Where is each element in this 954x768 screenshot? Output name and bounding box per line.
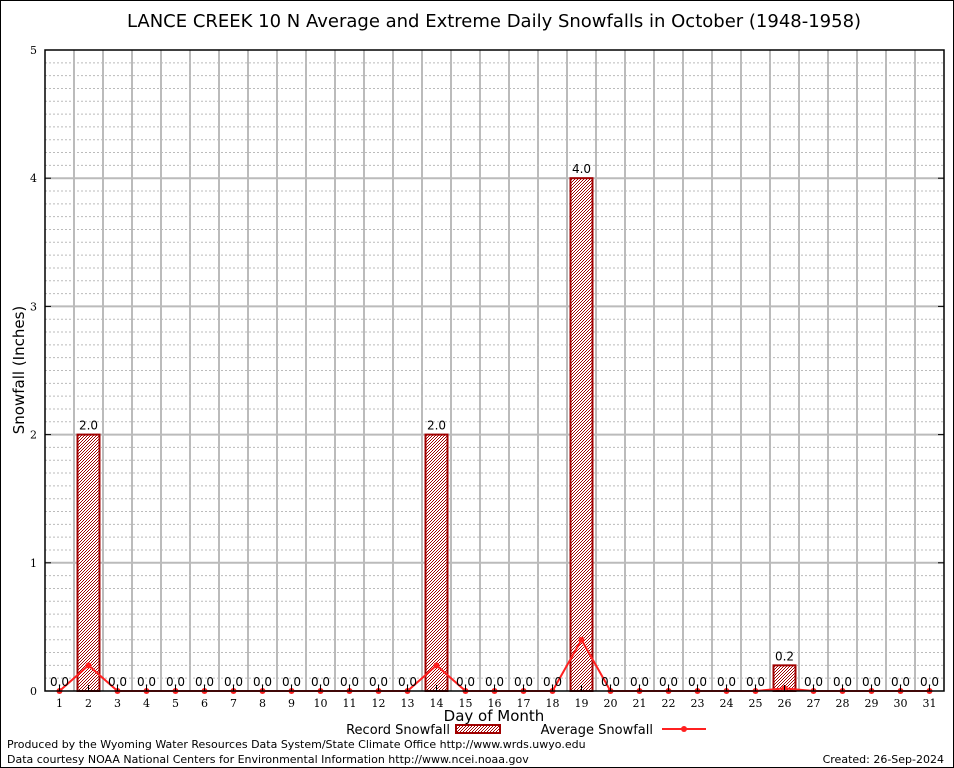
- x-tick-label: 19: [575, 697, 589, 710]
- bar-value-label: 0.0: [688, 675, 707, 689]
- x-tick-label: 6: [201, 697, 208, 710]
- bar-value-label: 4.0: [572, 162, 591, 176]
- x-tick-label: 24: [720, 697, 734, 710]
- x-tick-label: 15: [459, 697, 473, 710]
- x-tick-label: 3: [114, 697, 121, 710]
- x-tick-label: 8: [259, 697, 266, 710]
- x-tick-label: 2: [85, 697, 92, 710]
- legend-record-swatch: [455, 724, 501, 734]
- x-tick-label: 29: [865, 697, 879, 710]
- x-tick-label: 20: [604, 697, 618, 710]
- footer-data-courtesy: Data courtesy NOAA National Centers for …: [7, 753, 529, 766]
- bar-value-label: 0.0: [282, 675, 301, 689]
- bar-value-label: 0.0: [311, 675, 330, 689]
- x-tick-label: 23: [691, 697, 705, 710]
- y-axis-label: Snowfall (Inches): [10, 306, 28, 434]
- bar-value-label: 0.0: [369, 675, 388, 689]
- x-tick-label: 17: [517, 697, 531, 710]
- average-point: [433, 662, 440, 669]
- x-tick-label: 25: [749, 697, 763, 710]
- bar-value-label: 0.0: [746, 675, 765, 689]
- legend-average-marker: [681, 726, 687, 732]
- x-tick-label: 13: [401, 697, 415, 710]
- x-tick-label: 5: [172, 697, 179, 710]
- bar-value-label: 0.2: [775, 649, 794, 663]
- average-point: [85, 662, 92, 669]
- legend: Record Snowfall Average Snowfall: [346, 723, 706, 738]
- record-bar: [76, 433, 101, 692]
- y-tick-label: 2: [30, 429, 37, 442]
- x-tick-label: 22: [662, 697, 676, 710]
- y-tick-label: 3: [30, 300, 37, 313]
- bar-value-label: 0.0: [224, 675, 243, 689]
- x-tick-label: 18: [546, 697, 560, 710]
- x-tick-label: 4: [143, 697, 150, 710]
- x-tick-label: 27: [807, 697, 821, 710]
- bar-value-label: 0.0: [862, 675, 881, 689]
- y-tick-label: 5: [30, 44, 37, 57]
- bar-value-label: 0.0: [659, 675, 678, 689]
- bar-value-label: 0.0: [253, 675, 272, 689]
- bar-value-label: 0.0: [891, 675, 910, 689]
- x-tick-label: 9: [288, 697, 295, 710]
- y-tick-label: 4: [30, 172, 37, 185]
- record-bar: [569, 177, 594, 692]
- x-tick-label: 11: [343, 697, 357, 710]
- record-bar: [424, 433, 449, 692]
- bar-value-label: 2.0: [427, 419, 446, 433]
- x-tick-label: 1: [56, 697, 63, 710]
- x-tick-label: 30: [894, 697, 908, 710]
- legend-record-label: Record Snowfall: [346, 723, 450, 738]
- x-tick-label: 12: [372, 697, 386, 710]
- x-tick-label: 31: [923, 697, 937, 710]
- bar-value-label: 0.0: [195, 675, 214, 689]
- x-tick-label: 16: [488, 697, 502, 710]
- bar-value-label: 0.0: [920, 675, 939, 689]
- x-tick-label: 10: [314, 697, 328, 710]
- y-tick-label: 0: [30, 685, 37, 698]
- x-tick-label: 26: [778, 697, 792, 710]
- x-axis-label: Day of Month: [444, 707, 545, 725]
- footer-produced-by: Produced by the Wyoming Water Resources …: [7, 738, 586, 751]
- x-tick-label: 28: [836, 697, 850, 710]
- bar-value-label: 0.0: [166, 675, 185, 689]
- bar-value-label: 0.0: [50, 675, 69, 689]
- average-point: [578, 636, 585, 643]
- y-tick-label: 1: [30, 557, 37, 570]
- bar-value-label: 0.0: [108, 675, 127, 689]
- bar-value-label: 0.0: [137, 675, 156, 689]
- x-tick-label: 21: [633, 697, 647, 710]
- bar-value-label: 0.0: [340, 675, 359, 689]
- bar-value-label: 0.0: [601, 675, 620, 689]
- bar-value-label: 0.0: [717, 675, 736, 689]
- bar-value-label: 0.0: [804, 675, 823, 689]
- bar-value-label: 2.0: [79, 419, 98, 433]
- bar-value-label: 0.0: [833, 675, 852, 689]
- bar-value-label: 0.0: [514, 675, 533, 689]
- bar-value-label: 0.0: [630, 675, 649, 689]
- bar-value-label: 0.0: [456, 675, 475, 689]
- bar-value-label: 0.0: [485, 675, 504, 689]
- bar-value-label: 0.0: [543, 675, 562, 689]
- footer-created: Created: 26-Sep-2024: [823, 753, 944, 766]
- legend-average-label: Average Snowfall: [541, 723, 653, 738]
- x-tick-label: 14: [430, 697, 444, 710]
- x-tick-label: 7: [230, 697, 237, 710]
- chart-title: LANCE CREEK 10 N Average and Extreme Dai…: [127, 11, 861, 32]
- bar-value-label: 0.0: [398, 675, 417, 689]
